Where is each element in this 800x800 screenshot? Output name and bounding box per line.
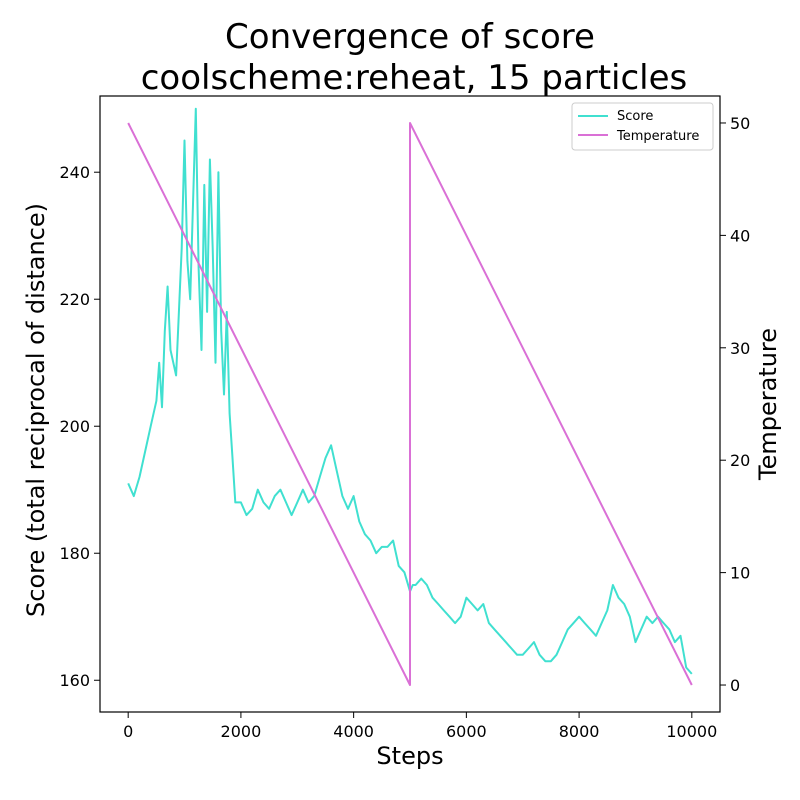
right-y-tick-label: 50 xyxy=(730,114,750,133)
left-y-tick-label: 160 xyxy=(59,671,90,690)
chart-title-line-1: Convergence of score xyxy=(225,17,595,57)
left-y-tick-label: 180 xyxy=(59,544,90,563)
right-y-tick-label: 30 xyxy=(730,339,750,358)
x-tick-label: 0 xyxy=(123,722,133,741)
x-tick-label: 10000 xyxy=(666,722,717,741)
right-y-tick-label: 20 xyxy=(730,451,750,470)
series-layer xyxy=(127,107,693,686)
right-y-tick-label: 40 xyxy=(730,226,750,245)
left-y-tick-label: 220 xyxy=(59,290,90,309)
legend-label-score: Score xyxy=(617,109,653,124)
left-y-axis-label: Score (total reciprocal of distance) xyxy=(22,203,50,617)
chart-title-line-2: coolscheme:reheat, 15 particles xyxy=(141,58,688,98)
plot-frame xyxy=(99,95,721,713)
x-axis-label: Steps xyxy=(376,742,443,770)
left-y-tick-label: 200 xyxy=(59,417,90,436)
x-axis-ticks: 0 2000 4000 6000 8000 10000 xyxy=(123,712,717,741)
x-tick-label: 2000 xyxy=(221,722,262,741)
legend-label-temperature: Temperature xyxy=(616,129,699,144)
left-y-axis-ticks: 160 180 200 220 240 xyxy=(59,163,100,690)
left-y-tick-label: 240 xyxy=(59,163,90,182)
right-y-axis-ticks: 0 10 20 30 40 50 xyxy=(720,114,750,695)
legend: Score Temperature xyxy=(571,102,714,151)
legend-box xyxy=(571,102,714,151)
right-y-tick-label: 10 xyxy=(730,564,750,583)
series-line-temperature xyxy=(127,122,693,686)
x-tick-label: 6000 xyxy=(446,722,487,741)
series-line-score xyxy=(127,107,693,675)
right-y-tick-label: 0 xyxy=(730,676,740,695)
x-tick-label: 8000 xyxy=(559,722,600,741)
right-y-axis-label: Temperature xyxy=(754,328,782,481)
x-tick-label: 4000 xyxy=(333,722,374,741)
